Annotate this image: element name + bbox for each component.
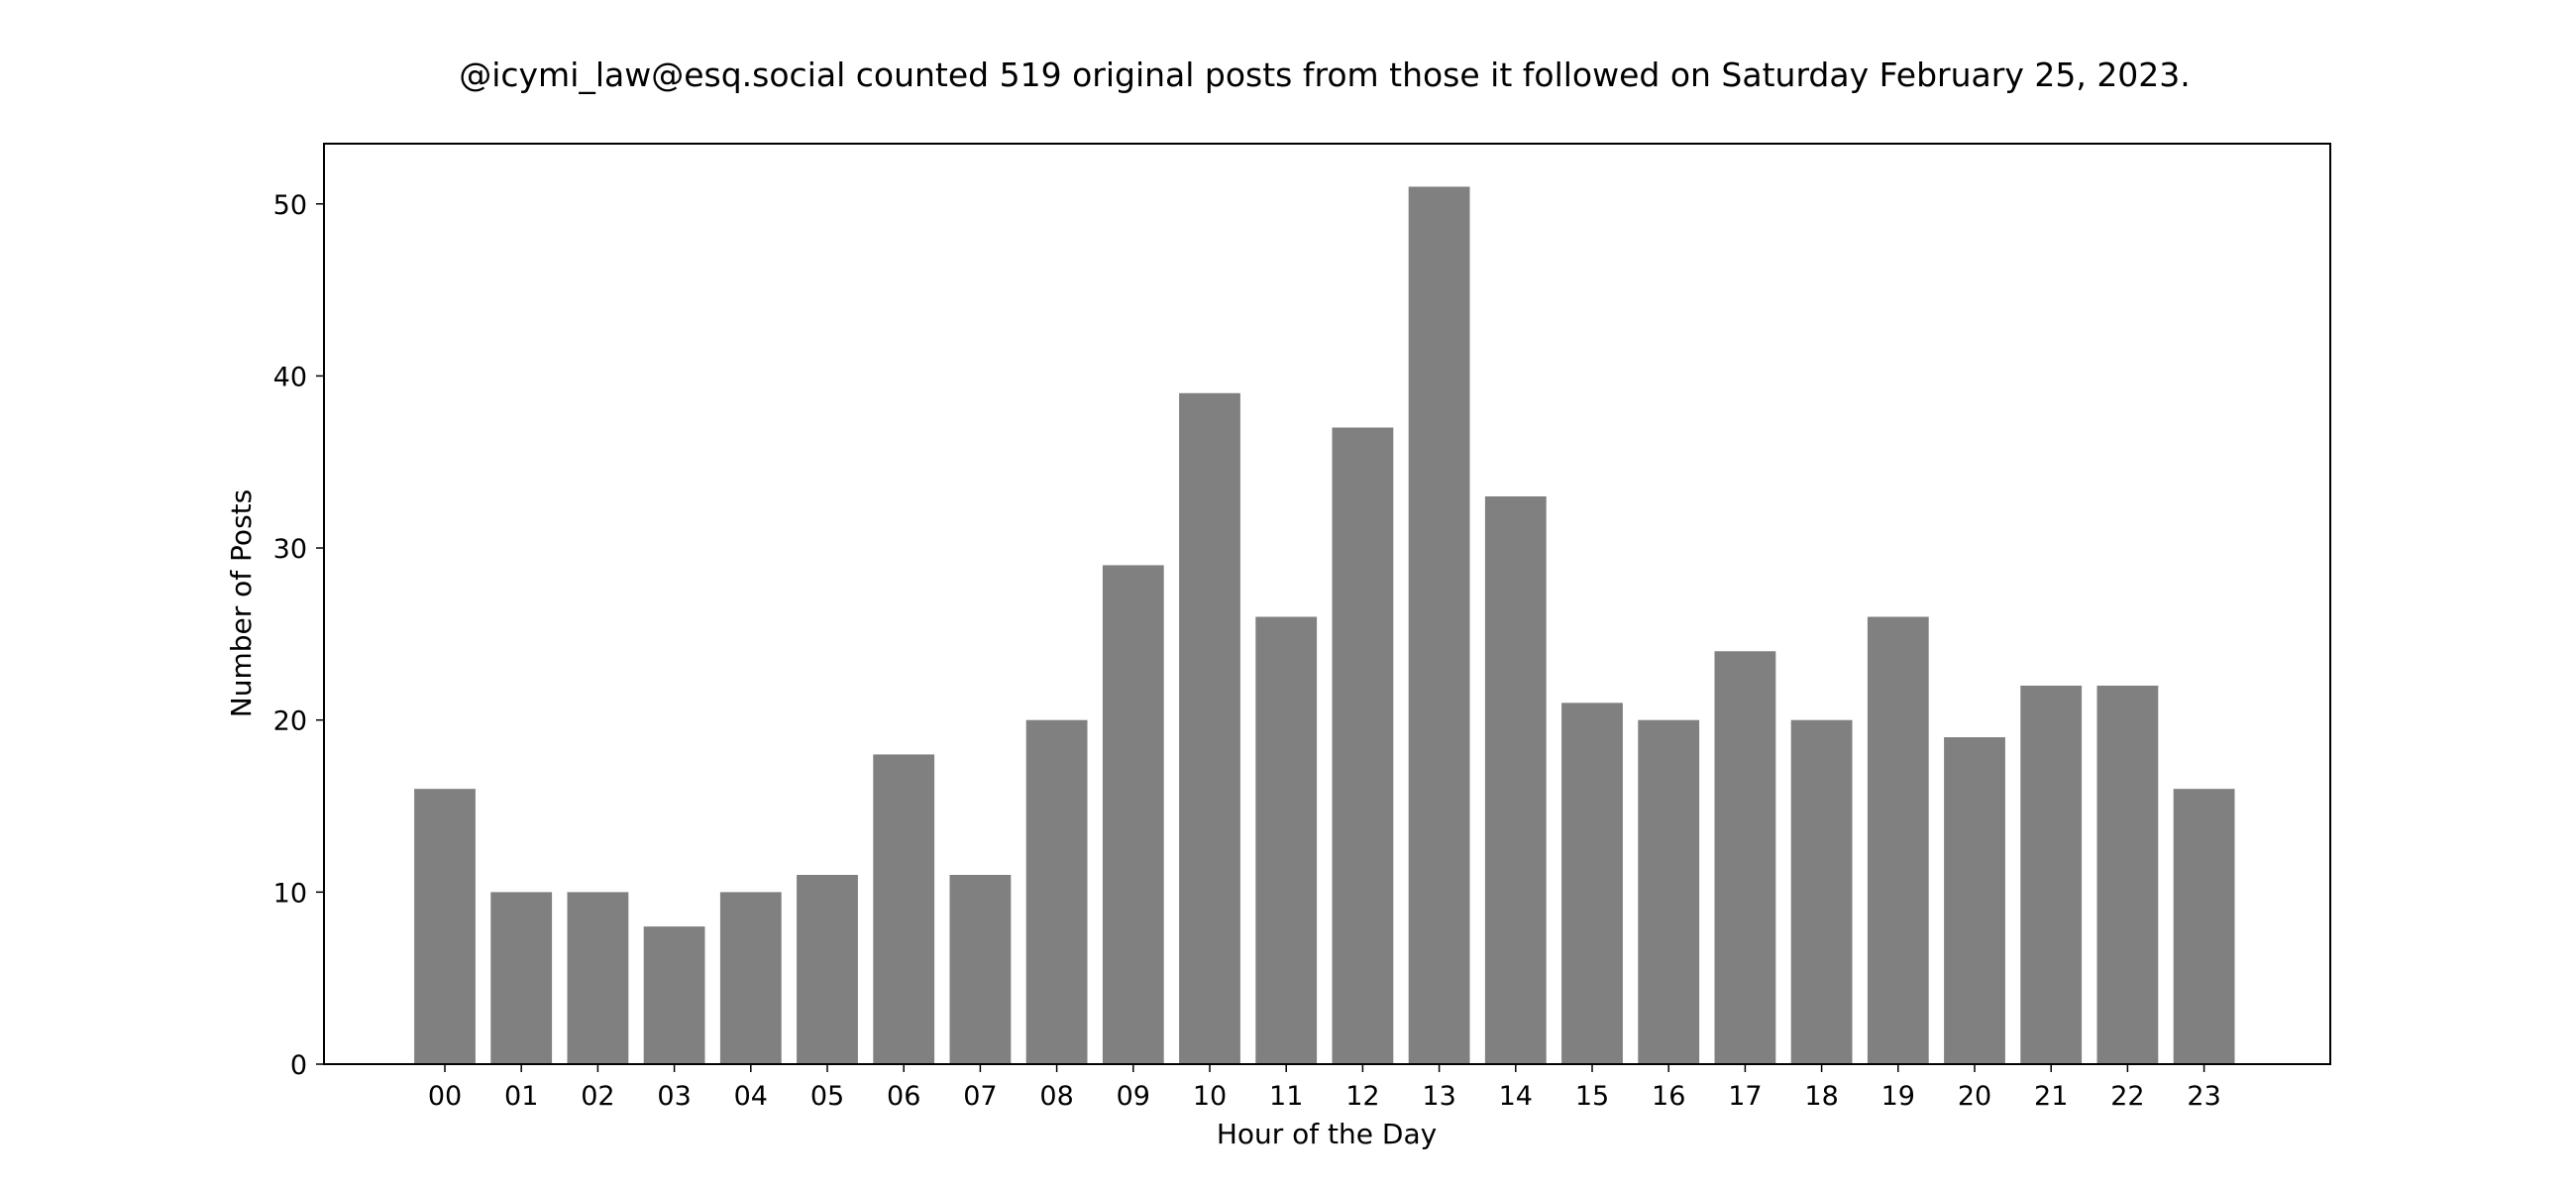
x-tick-label-21: 21 [2034, 1081, 2068, 1112]
bar-17 [1714, 651, 1776, 1064]
bar-15 [1561, 703, 1623, 1064]
y-tick-label-10: 10 [273, 878, 307, 909]
bar-06 [873, 754, 935, 1064]
x-tick-label-02: 02 [581, 1081, 614, 1112]
bar-11 [1255, 616, 1318, 1064]
x-axis-label: Hour of the Day [1217, 1118, 1437, 1150]
x-tick-label-04: 04 [734, 1081, 768, 1112]
bar-23 [2173, 789, 2235, 1064]
x-tick-label-22: 22 [2110, 1081, 2144, 1112]
bar-14 [1484, 495, 1547, 1065]
x-tick-label-11: 11 [1269, 1081, 1303, 1112]
bar-16 [1638, 719, 1700, 1064]
x-tick-label-00: 00 [428, 1081, 462, 1112]
bar-22 [2096, 685, 2159, 1064]
x-tick-label-23: 23 [2187, 1081, 2220, 1112]
bar-01 [490, 892, 553, 1064]
x-tick-label-16: 16 [1652, 1081, 1685, 1112]
bar-21 [2020, 685, 2083, 1064]
bar-19 [1867, 616, 1929, 1064]
bar-00 [414, 789, 476, 1064]
y-tick-label-30: 30 [273, 534, 307, 565]
x-tick-label-15: 15 [1575, 1081, 1609, 1112]
chart-title: @icymi_law@esq.social counted 519 origin… [459, 55, 2191, 94]
bar-10 [1179, 392, 1240, 1064]
bar-07 [949, 874, 1012, 1064]
bar-03 [643, 926, 705, 1064]
y-axis-label: Number of Posts [225, 489, 258, 717]
x-tick-label-12: 12 [1345, 1081, 1379, 1112]
x-tick-label-07: 07 [963, 1081, 997, 1112]
bar-12 [1332, 427, 1394, 1064]
bar-04 [719, 892, 782, 1064]
x-tick-label-18: 18 [1804, 1081, 1838, 1112]
x-tick-label-10: 10 [1193, 1081, 1227, 1112]
bar-02 [567, 892, 629, 1064]
x-tick-label-01: 01 [504, 1081, 538, 1112]
x-tick-label-20: 20 [1958, 1081, 1991, 1112]
x-tick-label-13: 13 [1422, 1081, 1455, 1112]
x-tick-label-06: 06 [887, 1081, 920, 1112]
x-tick-label-05: 05 [810, 1081, 844, 1112]
bar-09 [1102, 565, 1164, 1064]
y-tick-label-40: 40 [273, 362, 307, 392]
y-axis: 0 10 20 30 40 50 [273, 190, 324, 1081]
bar-20 [1944, 737, 2005, 1064]
x-tick-label-19: 19 [1881, 1081, 1915, 1112]
y-tick-label-50: 50 [273, 190, 307, 221]
bar-18 [1790, 719, 1853, 1064]
x-tick-label-08: 08 [1039, 1081, 1073, 1112]
x-tick-label-09: 09 [1117, 1081, 1150, 1112]
y-tick-label-20: 20 [273, 706, 307, 737]
bar-05 [797, 874, 858, 1064]
y-tick-label-0: 0 [290, 1050, 307, 1081]
x-axis: 00 01 02 03 04 05 06 07 08 09 10 11 12 13 14 15 16 17 18 19… [428, 1064, 2221, 1112]
x-tick-label-14: 14 [1499, 1081, 1533, 1112]
bar-13 [1408, 186, 1470, 1064]
plot-frame [323, 143, 2331, 1065]
bars-layer [414, 186, 2235, 1065]
x-tick-label-03: 03 [657, 1081, 691, 1112]
bar-08 [1025, 719, 1088, 1064]
x-tick-label-17: 17 [1728, 1081, 1762, 1112]
